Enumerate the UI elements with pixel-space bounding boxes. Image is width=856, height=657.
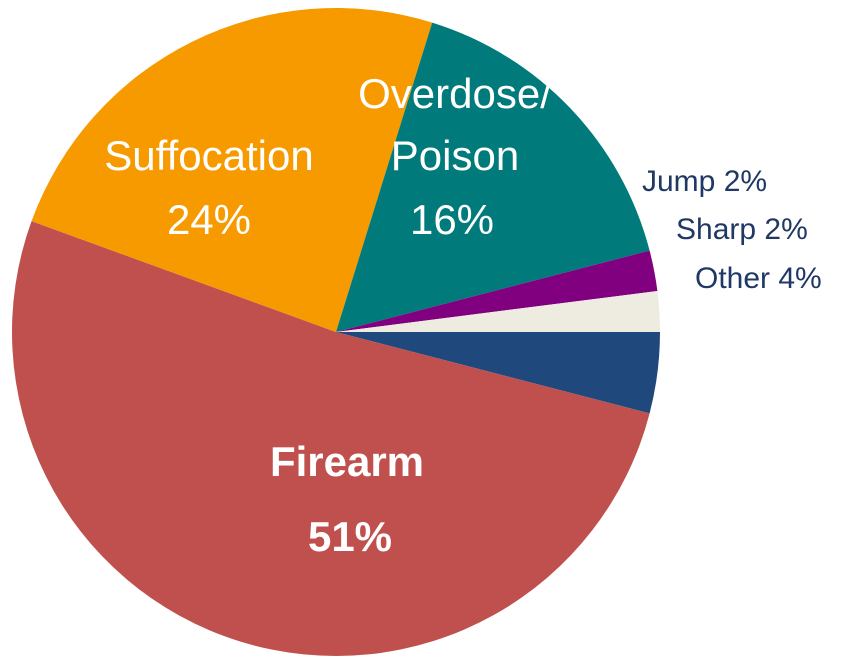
label-sharp: Sharp 2%: [676, 213, 808, 246]
pie-slice-overdose-poison: [336, 22, 650, 333]
label-overdose-line1: Overdose/: [358, 70, 552, 117]
pie-slice-suffocation: [31, 7, 433, 332]
label-overdose-value: 16%: [410, 196, 494, 243]
label-other: Other 4%: [695, 262, 822, 295]
label-suffocation-value: 24%: [167, 196, 251, 243]
label-jump: Jump 2%: [642, 165, 767, 198]
label-suffocation-name: Suffocation: [104, 132, 313, 179]
pie-slice-other: [336, 332, 660, 414]
label-firearm-value: 51%: [308, 513, 392, 560]
pie-slice-firearm: [11, 221, 650, 657]
label-firearm-name: Firearm: [270, 438, 424, 485]
label-overdose-line2: Poison: [391, 132, 519, 179]
pie-slice-jump: [336, 250, 658, 332]
pie-slice-sharp: [336, 290, 660, 332]
pie-slices: [11, 7, 660, 657]
